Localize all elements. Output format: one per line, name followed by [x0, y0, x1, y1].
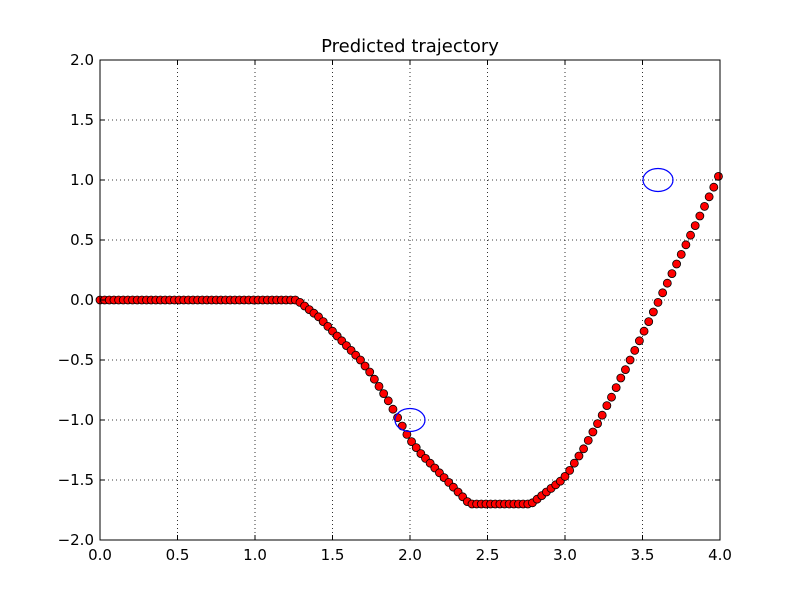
trajectory-point — [672, 259, 681, 269]
trajectory-point — [369, 374, 379, 384]
axis-ticks — [99, 59, 721, 541]
trajectory-point — [630, 345, 640, 355]
trajectory-point — [360, 361, 370, 371]
trajectory-point — [569, 458, 579, 468]
trajectory-point — [388, 404, 398, 414]
trajectory-point — [616, 373, 626, 383]
y-tick-label: 2.0 — [70, 51, 94, 69]
trajectory-point — [560, 471, 570, 481]
trajectory-point — [709, 182, 719, 192]
x-tick-label: 1.5 — [321, 546, 345, 564]
x-tick-label: 0.0 — [88, 546, 112, 564]
trajectory-point — [714, 171, 723, 181]
y-tick-label: −0.5 — [58, 351, 94, 369]
trajectory-point — [704, 192, 714, 202]
y-tick-label: 1.5 — [70, 111, 94, 129]
trajectory-point — [667, 269, 677, 279]
trajectory-point — [602, 401, 612, 411]
x-tick-label: 4.0 — [708, 546, 732, 564]
trajectory-points — [95, 171, 723, 509]
trajectory-point — [621, 365, 630, 375]
chart-title: Predicted trajectory — [321, 36, 499, 57]
trajectory-point — [407, 437, 416, 447]
x-tick-label: 2.0 — [398, 546, 422, 564]
trajectory-point — [625, 355, 635, 365]
trajectory-point — [639, 326, 649, 336]
target-markers — [394, 167, 674, 433]
trajectory-point — [695, 211, 705, 221]
trajectory-point — [686, 230, 695, 240]
trajectory-point — [681, 240, 691, 250]
trajectory-point — [593, 419, 602, 429]
y-tick-label: −1.5 — [58, 471, 94, 489]
x-tick-label: 3.0 — [553, 546, 577, 564]
trajectory-point — [379, 389, 389, 399]
trajectory-point — [607, 392, 616, 402]
trajectory-point — [658, 288, 668, 298]
trajectory-point — [411, 443, 421, 453]
y-tick-label: −2.0 — [58, 531, 94, 549]
target-circle — [394, 407, 426, 433]
x-tick-label: 1.0 — [243, 546, 267, 564]
trajectory-point — [662, 278, 672, 288]
trajectory-point — [611, 383, 621, 393]
trajectory-point — [402, 429, 412, 439]
y-tick-label: 0.5 — [70, 231, 94, 249]
y-tick-label: 0.0 — [70, 291, 94, 309]
trajectory-point — [374, 381, 384, 391]
trajectory-point — [635, 336, 644, 346]
trajectory-point — [355, 355, 365, 365]
trajectory-point — [574, 451, 584, 461]
x-tick-label: 0.5 — [166, 546, 190, 564]
trajectory-point — [588, 427, 598, 437]
x-tick-labels: 0.0 0.5 1.0 1.5 2.0 2.5 3.0 3.5 4.0 — [88, 546, 732, 564]
y-tick-label: 1.0 — [70, 171, 94, 189]
trajectory-point — [383, 396, 393, 406]
trajectory-point — [653, 297, 663, 307]
trajectory-point — [579, 444, 588, 454]
trajectory-point — [597, 410, 607, 420]
trajectory-point — [565, 465, 575, 475]
trajectory-point — [365, 367, 375, 377]
y-tick-label: −1.0 — [58, 411, 94, 429]
y-tick-labels: −2.0 −1.5 −1.0 −0.5 0.0 0.5 1.0 1.5 2.0 — [58, 51, 94, 549]
grid — [99, 59, 721, 541]
trajectory-point — [583, 435, 593, 445]
trajectory-point — [644, 317, 654, 327]
x-tick-label: 3.5 — [631, 546, 655, 564]
target-circle — [642, 167, 674, 193]
x-tick-label: 2.5 — [476, 546, 500, 564]
trajectory-point — [648, 307, 658, 317]
trajectory-point — [676, 249, 686, 259]
trajectory-point — [690, 221, 700, 231]
trajectory-point — [700, 201, 709, 211]
